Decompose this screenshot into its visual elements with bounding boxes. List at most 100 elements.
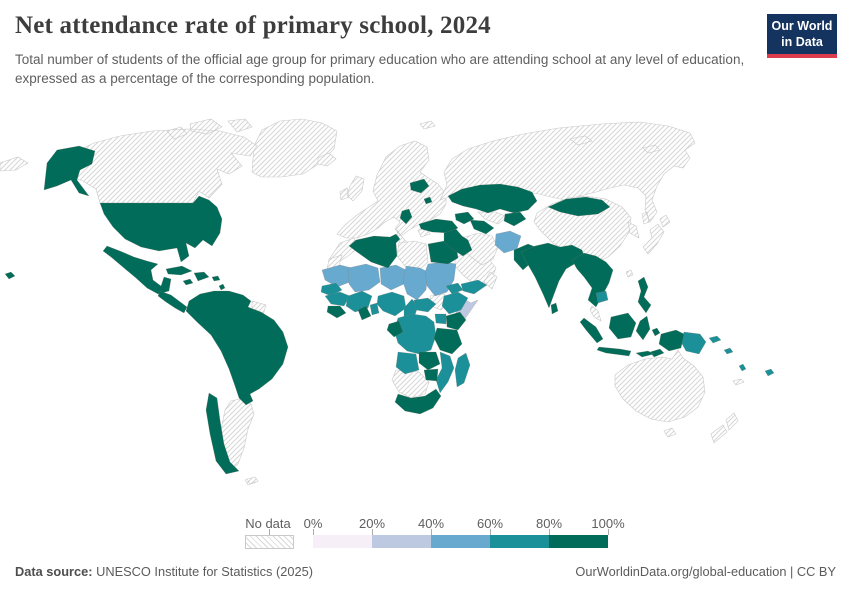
country-zambia[interactable] — [418, 351, 441, 371]
country-syria-iraq-jordan[interactable] — [443, 228, 473, 257]
country-ethiopia[interactable] — [441, 291, 469, 315]
country-belarus[interactable] — [409, 178, 430, 194]
country-georgia-azerbaijan[interactable] — [454, 211, 475, 225]
country-new-caledonia[interactable] — [732, 378, 745, 386]
legend-bin-0-20[interactable] — [313, 535, 372, 548]
country-cambodia[interactable] — [595, 290, 609, 304]
country-oman[interactable] — [483, 271, 498, 290]
country-taiwan[interactable] — [625, 269, 634, 278]
country-cameroon[interactable] — [403, 298, 419, 319]
country-hispaniola[interactable] — [193, 271, 210, 282]
country-kazakhstan[interactable] — [447, 183, 538, 214]
legend-bin-40-60[interactable] — [431, 535, 490, 548]
country-nigeria[interactable] — [376, 291, 407, 317]
country-mauritania[interactable] — [321, 264, 353, 288]
owid-logo-box: Our World in Data — [767, 14, 837, 55]
legend-tick-mark — [608, 529, 609, 535]
country-madagascar[interactable] — [454, 352, 471, 388]
country-chad[interactable] — [402, 265, 429, 301]
country-serbia-north-macedonia[interactable] — [399, 208, 413, 225]
legend-tick-label-20%: 20% — [358, 516, 386, 531]
footer-link[interactable]: OurWorldinData.org/global-education | CC… — [575, 564, 836, 579]
country-kyrgyzstan-tajikistan[interactable] — [503, 211, 527, 227]
legend-bin-60-80[interactable] — [490, 535, 549, 548]
legend-tick-mark — [372, 529, 373, 535]
country-drc-congo[interactable] — [393, 313, 437, 355]
owid-logo-line2: in Data — [781, 34, 823, 49]
country-united-states[interactable] — [4, 145, 223, 280]
country-tanzania[interactable] — [433, 327, 463, 355]
country-mozambique-malawi[interactable] — [435, 351, 455, 394]
country-togo-benin[interactable] — [369, 302, 380, 316]
country-mongolia[interactable] — [547, 196, 611, 217]
country-malay-peninsula[interactable] — [589, 305, 602, 322]
legend-tick-label-60%: 60% — [476, 516, 504, 531]
country-greenland[interactable] — [251, 118, 338, 178]
legend-tick-mark — [549, 529, 550, 535]
legend-no-data-label: No data — [245, 516, 291, 531]
country-south-africa[interactable] — [394, 388, 442, 415]
country-sierra-leone-liberia[interactable] — [326, 305, 347, 319]
legend-bin-20-40[interactable] — [372, 535, 431, 548]
country-kenya[interactable] — [445, 311, 467, 331]
country-central-african-republic[interactable] — [413, 297, 437, 313]
country-philippines[interactable] — [637, 276, 652, 314]
country-papua-new-guinea[interactable] — [680, 331, 722, 355]
country-mali[interactable] — [347, 263, 381, 293]
country-indonesia[interactable] — [579, 312, 685, 358]
legend-tick-label-0%: 0% — [303, 516, 323, 531]
legend-bin-80-100[interactable] — [549, 535, 608, 548]
country-libya[interactable] — [396, 240, 429, 271]
country-falklands[interactable] — [246, 476, 259, 485]
country-turkmenistan[interactable] — [469, 219, 495, 235]
legend-tick-label-100%: 100% — [591, 516, 625, 531]
country-gabon[interactable] — [386, 320, 404, 338]
legend-tick-mark — [269, 529, 270, 535]
country-china[interactable] — [533, 195, 632, 264]
country-zimbabwe[interactable] — [423, 368, 439, 382]
owid-logo[interactable]: Our World in Data — [767, 14, 837, 59]
owid-logo-red-bar — [767, 54, 837, 59]
country-yemen[interactable] — [460, 279, 488, 295]
legend-tick-label-40%: 40% — [417, 516, 445, 531]
country-uganda-rwanda[interactable] — [434, 313, 447, 325]
page-title: Net attendance rate of primary school, 2… — [15, 12, 491, 39]
data-source-note: Data source: UNESCO Institute for Statis… — [15, 564, 313, 579]
chart-subtitle: Total number of students of the official… — [15, 52, 745, 87]
country-algeria-tunisia[interactable] — [348, 233, 401, 269]
country-central-america[interactable] — [157, 290, 188, 314]
country-angola[interactable] — [395, 351, 420, 375]
country-europe[interactable] — [336, 140, 447, 250]
country-cuba[interactable] — [165, 265, 193, 276]
country-iceland[interactable] — [317, 152, 337, 167]
country-moldova[interactable] — [423, 196, 433, 205]
owid-logo-line1: Our World — [771, 19, 833, 33]
legend-tick-mark — [490, 529, 491, 535]
country-namibia-botswana[interactable] — [391, 369, 430, 399]
country-south-america[interactable] — [185, 290, 289, 406]
map-legend: No data 0% 20% 40% 60% 80% 100% — [0, 514, 850, 554]
country-sri-lanka[interactable] — [550, 302, 559, 315]
country-new-zealand[interactable] — [710, 412, 739, 444]
country-japan[interactable] — [642, 214, 671, 255]
data-source-text: UNESCO Institute for Statistics (2025) — [92, 564, 313, 579]
country-caribbean-islands[interactable] — [182, 275, 226, 291]
country-solomon-vanuatu-fiji[interactable] — [723, 347, 775, 377]
legend-tick-mark — [431, 529, 432, 535]
country-shapes — [0, 118, 775, 486]
country-canada[interactable] — [59, 118, 258, 204]
country-russia[interactable] — [0, 120, 696, 225]
country-mexico[interactable] — [102, 245, 172, 295]
country-india[interactable] — [520, 242, 586, 309]
country-australia[interactable] — [614, 349, 706, 438]
country-koreas[interactable] — [627, 221, 640, 239]
data-source-label: Data source: — [15, 564, 93, 579]
country-uzbekistan[interactable] — [477, 211, 508, 225]
country-cote-divoire-burkina[interactable] — [345, 290, 373, 313]
country-ghana[interactable] — [357, 305, 372, 321]
country-chile[interactable] — [205, 392, 240, 475]
legend-no-data-swatch[interactable] — [245, 535, 294, 549]
country-niger[interactable] — [379, 264, 407, 291]
